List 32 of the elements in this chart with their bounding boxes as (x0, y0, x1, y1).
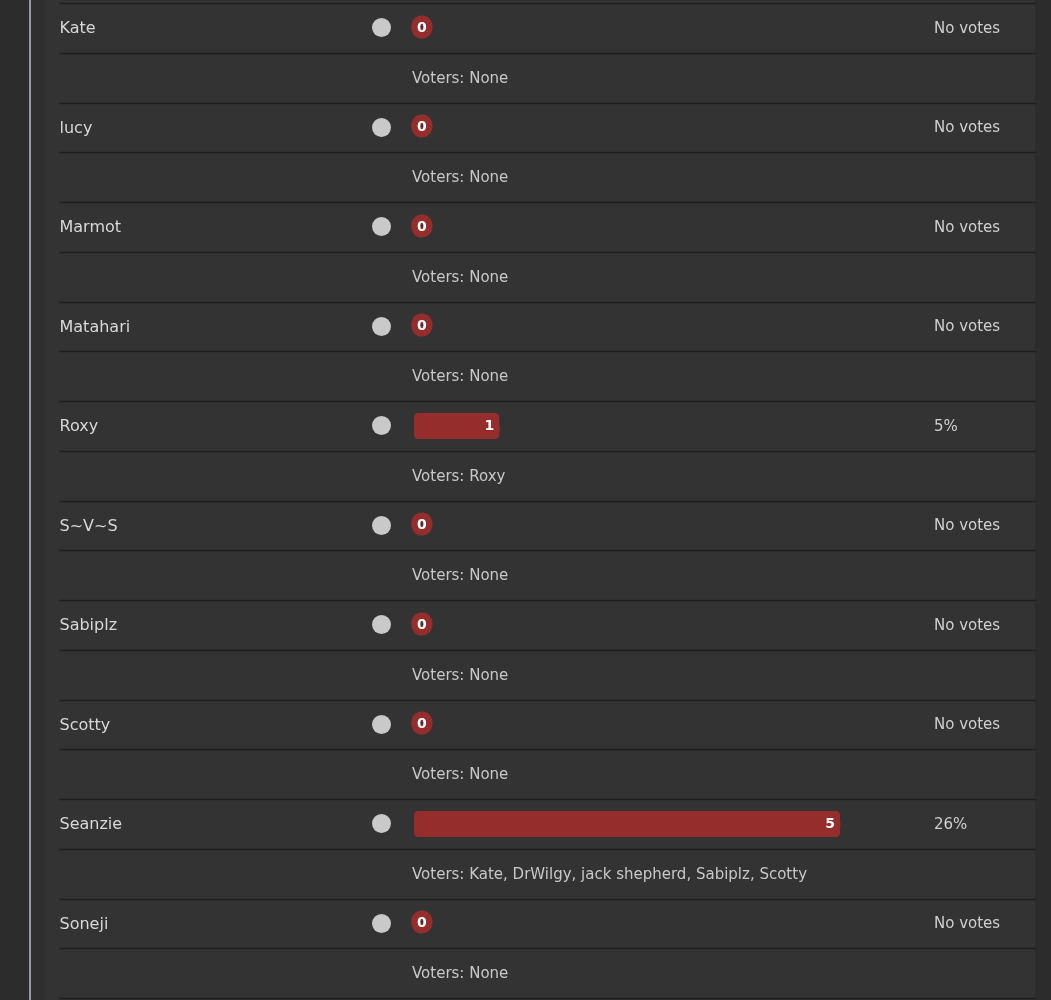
data-label: 5 (825, 814, 835, 831)
annotation: Voters: None (412, 566, 509, 585)
annotation: Voters: None (412, 964, 509, 983)
text: No votes (934, 217, 1001, 236)
text: 26% (934, 814, 968, 833)
annotation: Voters: None (412, 267, 509, 286)
text: No votes (934, 317, 1001, 336)
y-tick-label: lucy (59, 117, 93, 137)
y-tick-label: Sabiplz (59, 615, 118, 635)
y-tick-label: Scotty (59, 714, 111, 734)
y-tick-label: Roxy (59, 416, 99, 436)
annotation: Voters: None (412, 665, 509, 684)
text: No votes (934, 914, 1001, 933)
y-tick-label: Seanzie (59, 814, 123, 834)
y-tick-label: Matahari (59, 316, 131, 336)
annotation: Voters: None (412, 765, 509, 784)
text: No votes (934, 18, 1001, 37)
text: No votes (934, 615, 1001, 634)
annotation: Voters: Roxy (412, 466, 506, 485)
annotation: Voters: None (412, 68, 509, 87)
y-tick-label: Marmot (59, 217, 122, 237)
y-tick-label: Soneji (59, 913, 109, 933)
y-tick-label: Kate (59, 18, 96, 38)
text: 5% (934, 416, 958, 435)
annotation: Voters: None (412, 168, 509, 187)
annotation: Voters: Kate, DrWilgy, jack shepherd, Sabiplz, Scotty (412, 864, 808, 883)
text: No votes (934, 715, 1001, 734)
annotation: Voters: None (412, 367, 509, 386)
y-tick-label: S~V~S (59, 515, 118, 535)
text: No votes (934, 118, 1001, 137)
data-label: 1 (484, 416, 495, 433)
text: No votes (934, 516, 1001, 535)
